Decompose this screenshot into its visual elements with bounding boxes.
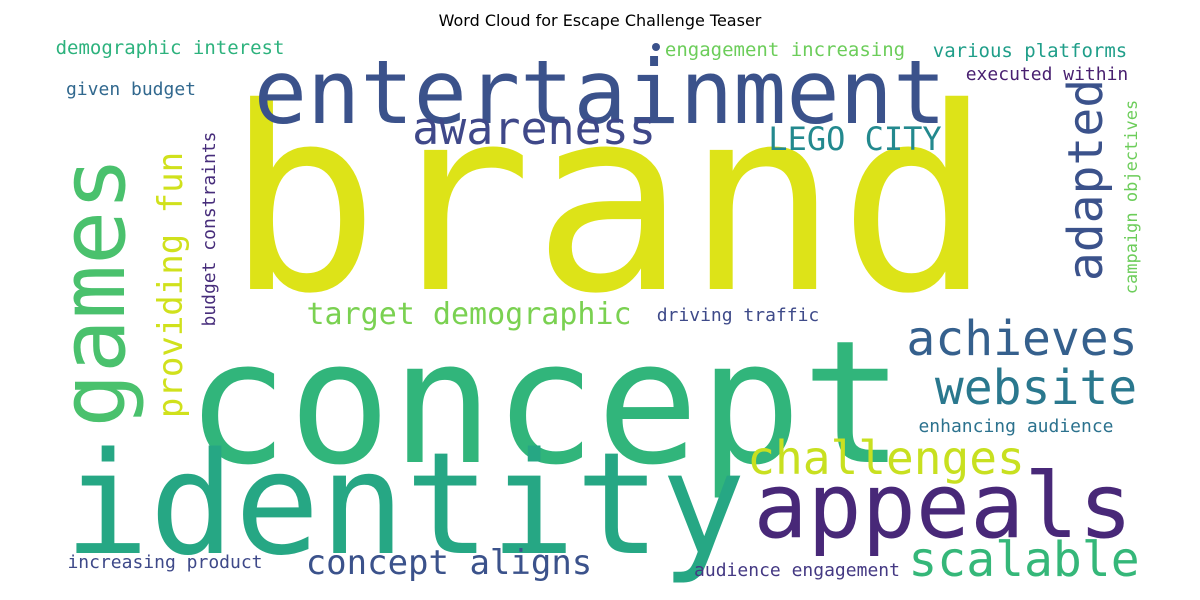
word-achieves: achieves [906,311,1138,367]
word-increasing-product: increasing product [67,552,263,573]
word-given-budget: given budget [65,79,197,100]
word-website: website [934,360,1138,416]
word-concept: concept [185,304,905,503]
word-executed-within: executed within [965,64,1129,85]
word-adapted: adapted [1058,78,1114,282]
word-entertainment: entertainment [253,40,947,144]
word-identity: identity [64,423,746,586]
dot-mark [652,43,660,51]
word-campaign-objectives: campaign objectives [1121,99,1142,295]
word-providing-fun: providing fun [151,151,191,419]
word-brand: brand [226,52,992,349]
word-appeals: appeals [753,454,1133,559]
word-target-demographic: target demographic [306,297,632,332]
word-engagement-increasing: engagement increasing [664,38,906,61]
word-cloud: brand concept identity entertainment gam… [50,32,1150,586]
word-demographic-interest: demographic interest [55,36,285,59]
word-challenges: challenges [747,430,1025,485]
word-awareness: awareness [412,101,656,155]
word-lego-city: LEGO CITY [768,120,942,158]
word-budget-constraints: budget constraints [199,131,220,327]
word-audience-engagement: audience engagement [694,560,900,581]
word-driving-traffic: driving traffic [656,305,820,326]
word-games: games [50,156,146,428]
word-concept-aligns: concept aligns [305,543,593,583]
word-enhancing-audience: enhancing audience [918,416,1114,437]
page-title: Word Cloud for Escape Challenge Teaser [438,11,762,30]
word-various-platforms: various platforms [932,39,1128,62]
word-scalable: scalable [908,532,1140,586]
